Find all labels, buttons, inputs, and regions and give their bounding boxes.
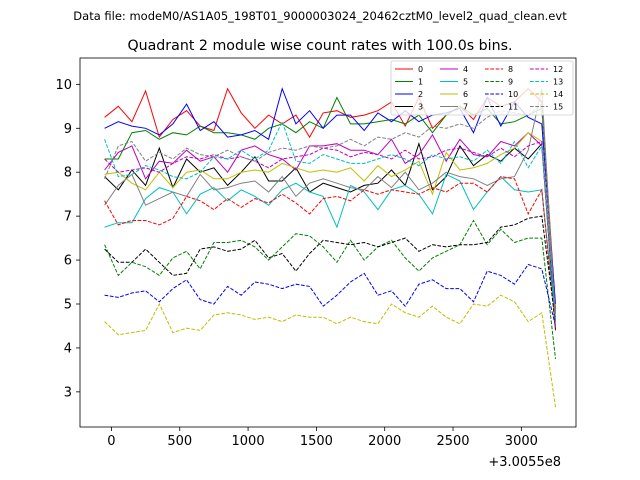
series-line-11 (104, 215, 556, 322)
y-tick-label: 5 (64, 298, 72, 313)
legend-label-14: 14 (553, 90, 563, 99)
series-line-12 (104, 140, 556, 318)
y-tick-label: 3 (64, 385, 72, 400)
series-line-14 (104, 294, 556, 408)
legend-label-9: 9 (508, 78, 513, 87)
legend-label-7: 7 (463, 103, 468, 112)
chart-title: Quadrant 2 module wise count rates with … (127, 38, 512, 54)
x-tick-label: 2000 (368, 434, 401, 449)
series-line-7 (104, 88, 556, 322)
x-tick-label: 0 (107, 434, 115, 449)
series-line-3 (104, 142, 556, 331)
series-line-6 (104, 132, 556, 313)
y-tick-label: 9 (64, 122, 72, 137)
legend-label-15: 15 (553, 103, 563, 112)
y-tick-label: 8 (64, 166, 72, 181)
legend-label-5: 5 (463, 78, 468, 87)
axes-frame (79, 57, 577, 428)
legend-label-8: 8 (508, 65, 513, 74)
x-tick-label: 2500 (436, 434, 469, 449)
plot-area: 0 500 1000 1500 2000 2500 30003456789100123456… (55, 57, 577, 449)
chart-suptitle: Data file: modeM0/AS1A05_198T01_90000030… (73, 9, 567, 23)
legend-box (390, 60, 574, 116)
x-tick-label: 3000 (505, 434, 538, 449)
legend-label-3: 3 (418, 103, 423, 112)
legend-label-4: 4 (463, 65, 468, 74)
y-tick-label: 10 (55, 78, 72, 93)
legend-label-2: 2 (418, 90, 423, 99)
legend-label-12: 12 (553, 65, 563, 74)
legend-label-1: 1 (418, 78, 423, 87)
series-line-10 (104, 263, 556, 327)
y-tick-label: 7 (64, 210, 72, 225)
series-line-8 (104, 176, 556, 331)
legend-label-0: 0 (418, 65, 423, 74)
x-tick-label: 1500 (300, 434, 333, 449)
series-line-15 (104, 103, 556, 322)
series-line-4 (104, 132, 556, 322)
x-offset-label: +3.0055e8 (488, 455, 561, 470)
y-tick-label: 4 (64, 341, 72, 356)
legend-label-6: 6 (463, 90, 468, 99)
series-line-1 (104, 96, 556, 313)
y-tick-label: 6 (64, 254, 72, 269)
series-line-13 (104, 120, 556, 322)
series-line-5 (104, 173, 556, 322)
x-tick-label: 1000 (232, 434, 265, 449)
legend-label-13: 13 (553, 78, 563, 87)
x-tick-label: 500 (167, 434, 192, 449)
legend-label-11: 11 (508, 103, 518, 112)
legend-label-10: 10 (508, 90, 518, 99)
series-line-9 (104, 219, 556, 359)
